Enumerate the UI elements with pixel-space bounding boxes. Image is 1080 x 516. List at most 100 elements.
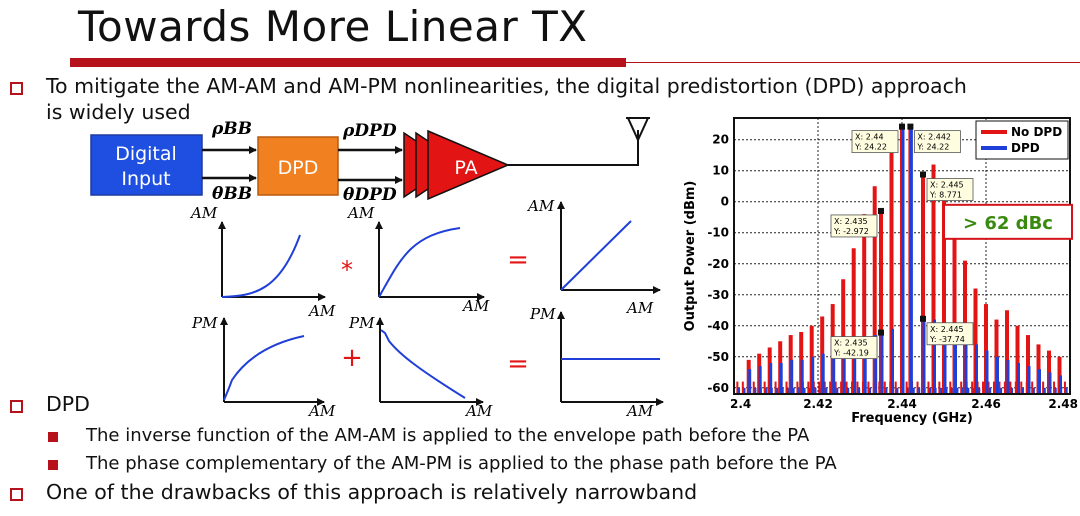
series-bar-dpd bbox=[985, 350, 989, 394]
series-bar-dpd bbox=[880, 332, 884, 394]
digital-input-label-2: Input bbox=[121, 168, 170, 190]
series-bar-no-dpd bbox=[931, 164, 936, 394]
datatip-box bbox=[926, 322, 974, 346]
series-bar-dpd bbox=[1006, 359, 1010, 394]
datatip-box bbox=[913, 130, 961, 154]
legend-label: No DPD bbox=[1011, 125, 1062, 139]
datatip-box bbox=[830, 214, 878, 238]
y-tick-label: -30 bbox=[707, 288, 729, 302]
dbc-annotation: > 62 dBc bbox=[943, 203, 1073, 240]
bullet-square-icon bbox=[10, 400, 23, 413]
series-bar-no-dpd bbox=[973, 288, 978, 394]
series-bar-dpd bbox=[1048, 372, 1052, 394]
series-bar-dpd bbox=[1027, 366, 1031, 394]
datatip-x-label: X: 2.445 bbox=[930, 181, 964, 190]
digital-input-block bbox=[90, 134, 203, 196]
series-bar-no-dpd bbox=[921, 174, 925, 394]
dpd-block-diagram: Digital Input ρBB θBB DPD ρDPD θDPD PA A… bbox=[90, 117, 664, 420]
datatip-x-label: X: 2.442 bbox=[917, 133, 951, 142]
x-axis-label: Frequency (GHz) bbox=[851, 411, 973, 426]
annotation-text: > 62 dBc bbox=[963, 213, 1053, 234]
datatip-marker bbox=[878, 329, 884, 336]
sub-bullet-2-text: The phase complementary of the AM-PM is … bbox=[86, 453, 837, 474]
datatip-y-label: Y: 24.22 bbox=[916, 143, 949, 152]
axis-label-am: AM bbox=[307, 402, 336, 420]
series-bar-no-dpd bbox=[994, 319, 999, 394]
series-bar-no-dpd bbox=[942, 189, 946, 394]
y-tick-label: -20 bbox=[707, 257, 729, 271]
datatip-box bbox=[851, 130, 899, 154]
am-am-linear-plot bbox=[557, 201, 661, 294]
operator-multiply: * bbox=[341, 256, 353, 284]
x-tick-label: 2.4 bbox=[730, 397, 751, 411]
operator-equals: = bbox=[507, 245, 529, 275]
series-bar-dpd bbox=[909, 126, 913, 394]
legend-box bbox=[975, 120, 1069, 160]
series-bar-no-dpd bbox=[851, 248, 856, 394]
series-bar-dpd bbox=[975, 344, 978, 394]
datatip-x-label: X: 2.445 bbox=[930, 325, 964, 334]
rho-bb-label: ρBB bbox=[211, 119, 252, 139]
slide-title: Towards More Linear TX bbox=[78, 2, 588, 51]
series-bar-dpd bbox=[996, 356, 999, 394]
datatip-marker bbox=[920, 171, 926, 178]
bullet-3-text: One of the drawbacks of this approach is… bbox=[46, 480, 698, 504]
bullet-1-line-2: is widely used bbox=[46, 100, 191, 124]
datatip-y-label: Y: -37.74 bbox=[929, 335, 965, 344]
theta-bb-label: θBB bbox=[212, 184, 252, 204]
series-bar-dpd bbox=[922, 318, 926, 394]
bullet-square-icon bbox=[10, 82, 23, 95]
axis-label-am: AM bbox=[307, 302, 336, 320]
series-bar-dpd bbox=[1059, 375, 1062, 394]
output-line bbox=[508, 130, 639, 166]
chart-bars bbox=[736, 126, 1068, 394]
theta-dpd-label: θDPD bbox=[343, 185, 397, 205]
x-tick-label: 2.44 bbox=[887, 397, 917, 411]
am-pm-dpd-plot bbox=[376, 317, 484, 406]
datatip-marker bbox=[878, 207, 884, 214]
series-bar-dpd bbox=[832, 350, 836, 394]
spectrum-chart: 20 10 0 -10 -20 -30 -40 -50 -602.4 2.42 2.44 2.46 2.… bbox=[683, 117, 1078, 426]
series-bar-no-dpd bbox=[872, 186, 877, 394]
datatip-x-label: X: 2.44 bbox=[855, 133, 884, 142]
series-bar-no-dpd bbox=[1026, 335, 1030, 394]
axis-label-am: AM bbox=[461, 297, 490, 315]
axis-label-pm: PM bbox=[348, 314, 375, 332]
x-tick-label: 2.42 bbox=[803, 397, 833, 411]
series-bar-no-dpd bbox=[952, 223, 957, 394]
datatip-x-label: X: 2.435 bbox=[834, 339, 868, 348]
bullet-2-text: DPD bbox=[46, 392, 90, 416]
series-bar-dpd bbox=[901, 126, 905, 394]
axis-label-am: AM bbox=[189, 204, 218, 222]
axis-label-am: AM bbox=[625, 299, 654, 317]
datatip-x-label: X: 2.435 bbox=[834, 217, 868, 226]
series-bar-dpd bbox=[964, 338, 968, 394]
axis-label-pm: PM bbox=[191, 314, 218, 332]
sub-bullet-icon bbox=[48, 432, 58, 442]
series-bar-dpd bbox=[853, 341, 857, 394]
am-pm-pa-plot bbox=[220, 317, 325, 406]
series-bar-dpd bbox=[863, 338, 867, 394]
y-tick-label: 10 bbox=[712, 164, 729, 178]
series-bar-no-dpd bbox=[862, 214, 867, 394]
series-bar-no-dpd bbox=[984, 304, 988, 394]
rho-dpd-label: ρDPD bbox=[342, 121, 397, 141]
series-bar-no-dpd bbox=[1015, 325, 1020, 394]
series-bar-dpd bbox=[933, 319, 936, 394]
series-bar-dpd bbox=[954, 331, 957, 394]
bullet-square-icon bbox=[10, 488, 23, 501]
chart-frame bbox=[733, 117, 1071, 395]
sub-bullet-icon bbox=[48, 460, 58, 470]
am-am-pa-plot bbox=[218, 221, 326, 301]
axis-label-am: AM bbox=[526, 197, 555, 215]
axis-label-pm: PM bbox=[529, 305, 556, 323]
y-axis-label: Output Power (dBm) bbox=[683, 181, 698, 332]
title-underline-bar bbox=[70, 58, 626, 67]
dpd-block-label: DPD bbox=[278, 157, 319, 179]
y-tick-label: 0 bbox=[721, 195, 729, 209]
datatip-box bbox=[926, 178, 974, 201]
series-bar-dpd bbox=[758, 366, 762, 394]
series-bar-no-dpd bbox=[879, 210, 883, 394]
dpd-block bbox=[257, 136, 339, 196]
